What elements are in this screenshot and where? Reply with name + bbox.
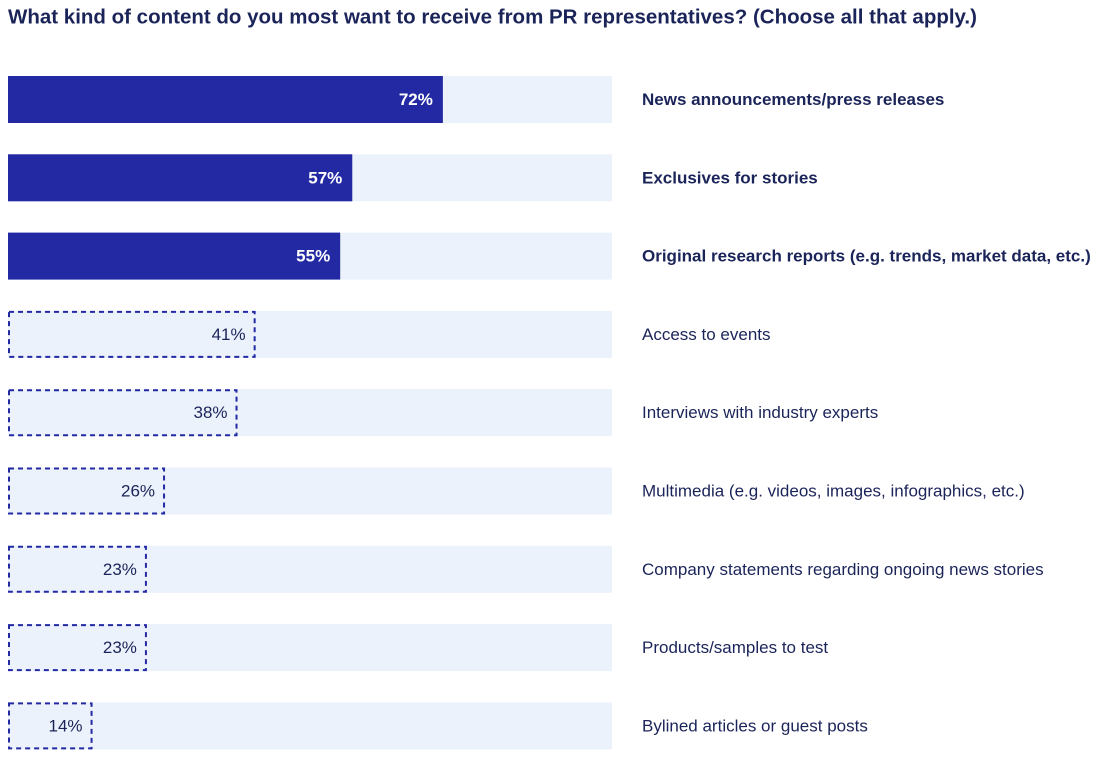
value-label: 57% xyxy=(308,168,342,187)
category-label: Products/samples to test xyxy=(642,638,828,657)
bar xyxy=(8,545,147,593)
category-label: Exclusives for stories xyxy=(642,168,818,187)
value-label: 23% xyxy=(103,560,137,579)
category-label: Access to events xyxy=(642,325,771,344)
bar xyxy=(8,232,341,280)
category-label: News announcements/press releases xyxy=(642,90,944,109)
category-label: Multimedia (e.g. videos, images, infogra… xyxy=(642,481,1025,500)
category-label: Company statements regarding ongoing new… xyxy=(642,560,1044,579)
bar xyxy=(8,624,147,672)
bar-track xyxy=(8,702,612,750)
value-label: 14% xyxy=(49,716,83,735)
chart-title: What kind of content do you most want to… xyxy=(8,5,977,28)
value-label: 38% xyxy=(193,403,227,422)
bar xyxy=(8,467,166,515)
value-label: 55% xyxy=(296,247,330,266)
category-label: Interviews with industry experts xyxy=(642,403,878,422)
bar xyxy=(8,154,353,202)
bar xyxy=(8,76,443,123)
bar xyxy=(8,389,238,437)
bar xyxy=(8,702,93,750)
category-label: Bylined articles or guest posts xyxy=(642,716,868,735)
value-label: 23% xyxy=(103,638,137,657)
category-label: Original research reports (e.g. trends, … xyxy=(642,247,1091,266)
value-label: 26% xyxy=(121,481,155,500)
value-label: 72% xyxy=(399,90,433,109)
value-label: 41% xyxy=(212,325,246,344)
bar xyxy=(8,310,256,358)
